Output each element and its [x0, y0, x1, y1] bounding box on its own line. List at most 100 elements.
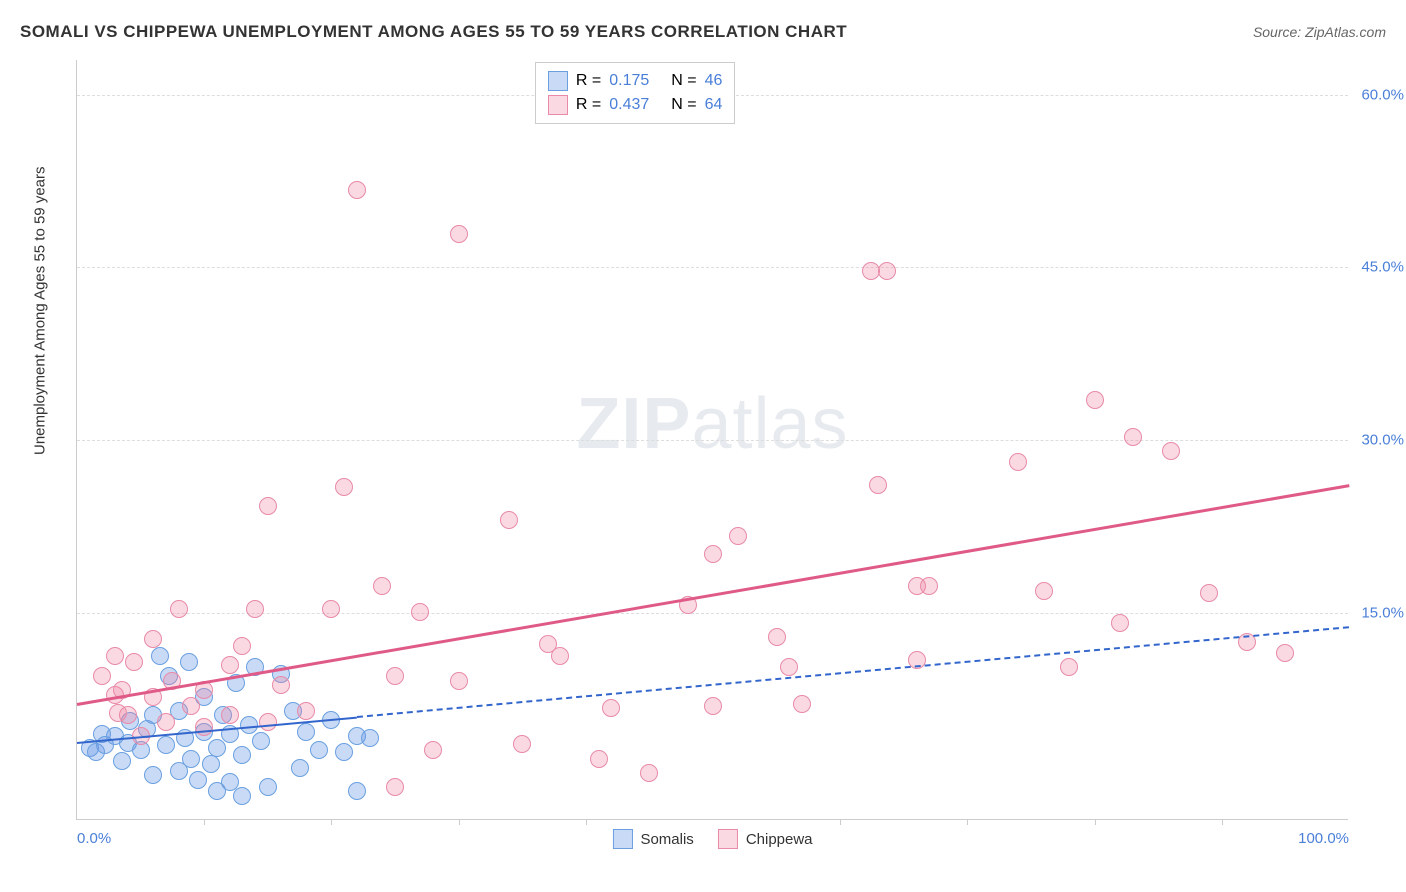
n-value: 64	[705, 96, 723, 114]
legend-item: Somalis	[612, 829, 693, 849]
data-point	[335, 478, 353, 496]
data-point	[109, 704, 127, 722]
y-tick-label: 60.0%	[1361, 86, 1404, 103]
legend-swatch	[612, 829, 632, 849]
data-point	[386, 778, 404, 796]
trend-line	[357, 627, 1349, 719]
data-point	[729, 527, 747, 545]
trend-line	[77, 484, 1350, 706]
data-point	[233, 746, 251, 764]
stats-legend-row: R = 0.437 N = 64	[548, 93, 722, 117]
data-point	[1200, 584, 1218, 602]
x-tick	[331, 819, 332, 825]
legend-label: Somalis	[640, 831, 693, 848]
data-point	[189, 771, 207, 789]
data-point	[259, 497, 277, 515]
stats-legend-row: R = 0.175 N = 46	[548, 69, 722, 93]
data-point	[704, 697, 722, 715]
x-tick	[1095, 819, 1096, 825]
x-tick	[204, 819, 205, 825]
data-point	[144, 766, 162, 784]
data-point	[297, 702, 315, 720]
data-point	[500, 511, 518, 529]
x-tick	[1222, 819, 1223, 825]
data-point	[233, 637, 251, 655]
n-value: 46	[705, 72, 723, 90]
y-axis-label: Unemployment Among Ages 55 to 59 years	[32, 166, 49, 455]
data-point	[1276, 644, 1294, 662]
data-point	[1162, 442, 1180, 460]
data-point	[704, 545, 722, 563]
x-tick	[967, 819, 968, 825]
gridline	[77, 613, 1348, 614]
data-point	[1009, 453, 1027, 471]
data-point	[195, 718, 213, 736]
data-point	[640, 764, 658, 782]
x-tick-label: 0.0%	[77, 830, 111, 847]
data-point	[1124, 428, 1142, 446]
data-point	[170, 600, 188, 618]
data-point	[233, 787, 251, 805]
data-point	[221, 706, 239, 724]
data-point	[157, 713, 175, 731]
data-point	[157, 736, 175, 754]
data-point	[768, 628, 786, 646]
data-point	[878, 262, 896, 280]
n-label: N =	[671, 72, 696, 90]
data-point	[920, 577, 938, 595]
r-value: 0.437	[609, 96, 663, 114]
data-point	[310, 741, 328, 759]
r-value: 0.175	[609, 72, 663, 90]
r-label: R =	[576, 96, 601, 114]
data-point	[348, 181, 366, 199]
data-point	[348, 782, 366, 800]
legend-label: Chippewa	[746, 831, 813, 848]
data-point	[361, 729, 379, 747]
data-point	[602, 699, 620, 717]
data-point	[1111, 614, 1129, 632]
source-attribution: Source: ZipAtlas.com	[1253, 24, 1386, 40]
data-point	[259, 778, 277, 796]
legend-swatch	[548, 71, 568, 91]
data-point	[252, 732, 270, 750]
n-label: N =	[671, 96, 696, 114]
y-tick-label: 15.0%	[1361, 604, 1404, 621]
data-point	[450, 672, 468, 690]
stats-legend: R = 0.175 N = 46 R = 0.437 N = 64	[535, 62, 735, 124]
data-point	[113, 752, 131, 770]
x-tick-label: 100.0%	[1298, 830, 1349, 847]
data-point	[373, 577, 391, 595]
data-point	[780, 658, 798, 676]
data-point	[291, 759, 309, 777]
data-point	[424, 741, 442, 759]
data-point	[182, 697, 200, 715]
data-point	[151, 647, 169, 665]
y-tick-label: 30.0%	[1361, 432, 1404, 449]
series-legend: Somalis Chippewa	[612, 829, 812, 849]
data-point	[297, 723, 315, 741]
y-tick-label: 45.0%	[1361, 259, 1404, 276]
data-point	[322, 600, 340, 618]
x-tick	[459, 819, 460, 825]
data-point	[221, 656, 239, 674]
data-point	[513, 735, 531, 753]
data-point	[335, 743, 353, 761]
gridline	[77, 267, 1348, 268]
data-point	[144, 630, 162, 648]
data-point	[869, 476, 887, 494]
data-point	[411, 603, 429, 621]
legend-swatch	[548, 95, 568, 115]
data-point	[182, 750, 200, 768]
r-label: R =	[576, 72, 601, 90]
data-point	[450, 225, 468, 243]
data-point	[272, 676, 290, 694]
data-point	[106, 647, 124, 665]
chart-area: Unemployment Among Ages 55 to 59 years Z…	[48, 60, 1348, 850]
legend-item: Chippewa	[718, 829, 813, 849]
x-tick	[840, 819, 841, 825]
data-point	[180, 653, 198, 671]
watermark: ZIPatlas	[576, 383, 848, 465]
data-point	[93, 667, 111, 685]
data-point	[590, 750, 608, 768]
data-point	[202, 755, 220, 773]
